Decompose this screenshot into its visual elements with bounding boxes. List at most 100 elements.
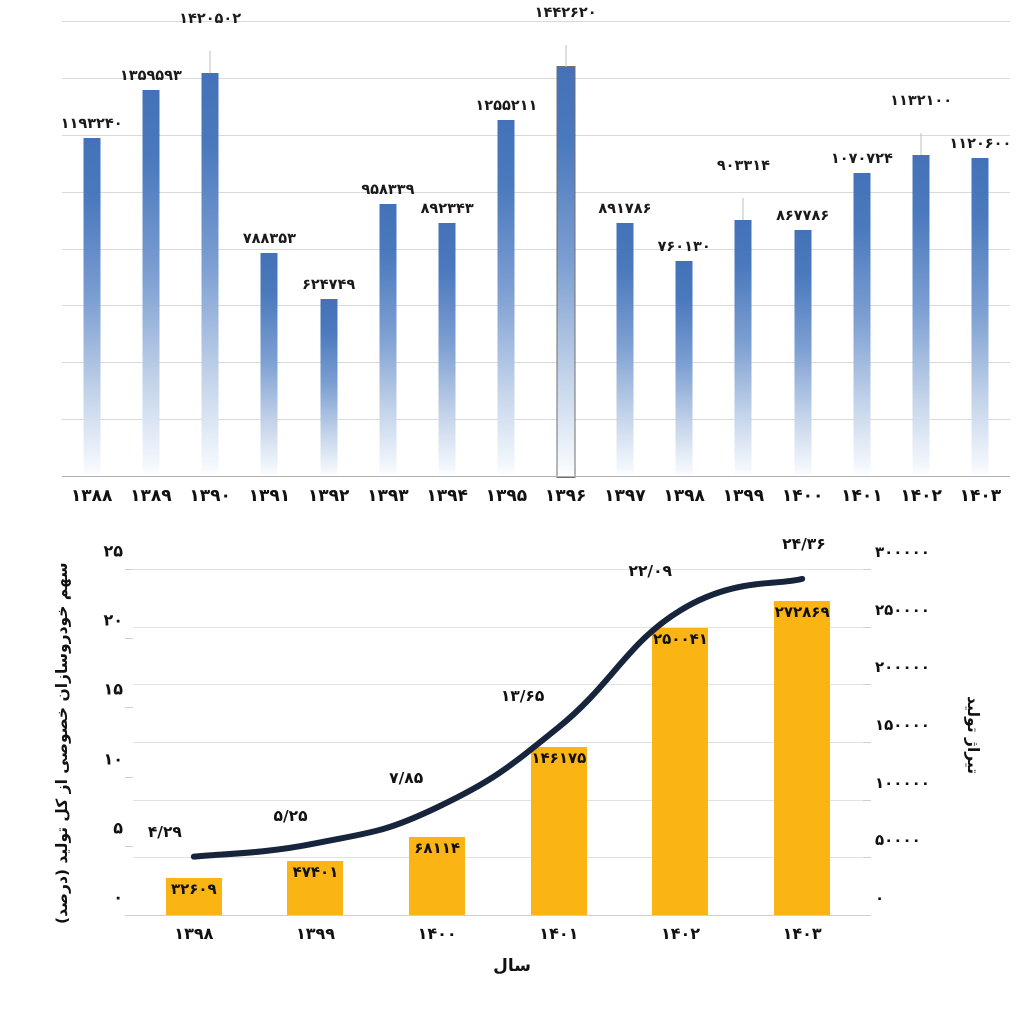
bottom-chart-private-automakers: سهم خودروسازان خصوصی از کل تولید (درصد) … [0,535,1024,1024]
bottom-chart-x-axis-title: سال [493,956,531,976]
bar-column[interactable]: ۹۰۳۳۱۴ [714,22,773,477]
left-axis-tick-label: ۲۵ [103,541,123,561]
bar-value-label: ۱۴۲۰۵۰۲ [179,11,242,28]
bar[interactable] [287,861,344,916]
right-axis-tick-label: ۳۰۰۰۰۰ [875,543,930,561]
gridline [133,857,863,859]
bar[interactable] [320,299,338,477]
bottom-chart-line-series [190,575,806,860]
bar-column[interactable]: ۱۴۴۲۶۲۰ [535,5,597,479]
bar-column[interactable]: ۱۴۲۰۵۰۲ [179,11,241,477]
bar-column[interactable]: ۷۸۸۳۵۳ [240,22,299,477]
bar[interactable] [853,172,871,477]
bar-value-label: ۱۱۹۳۲۴۰ [60,115,123,132]
right-axis-tick-label: ۲۵۰۰۰۰ [875,600,930,619]
bar[interactable] [530,747,587,916]
x-axis-label: ۱۳۹۹ [295,924,336,943]
bar-value-label: ۸۹۱۷۸۶ [598,201,652,218]
x-axis-label: ۱۴۰۳ [782,924,822,943]
bar[interactable] [774,601,831,916]
right-axis-tick-label: ۵۰۰۰۰ [875,831,921,850]
bar-column[interactable]: ۲۵۰۰۴۱ [620,570,742,916]
bar-column[interactable]: ۸۹۱۷۸۶ [595,22,654,477]
bar-column[interactable]: ۱۳۵۹۵۹۳ [120,22,182,477]
right-axis-tick [863,857,871,859]
bar[interactable] [142,90,160,477]
left-axis-tick [125,569,133,570]
bar[interactable] [734,220,752,477]
bar-column[interactable]: ۱۰۷۰۷۲۴ [831,22,893,477]
bar-column[interactable]: ۹۵۸۳۳۹ [358,22,417,477]
bar-column[interactable]: ۳۲۶۰۹ [133,570,255,916]
bar[interactable] [409,837,466,916]
line-value-label: ۵/۲۵ [273,807,308,826]
right-axis-tick [863,742,871,743]
right-axis-tick-label: ۱۰۰۰۰۰ [875,773,930,792]
label-leader-line [920,133,922,156]
x-axis-label: ۱۴۰۳ [959,486,1002,506]
bar-value-label: ۳۲۶۰۹ [170,880,217,899]
left-axis-tick [125,638,133,640]
bar[interactable] [556,65,576,479]
bar-value-label: ۸۹۲۳۴۳ [420,201,474,218]
gridline [133,684,863,686]
bar[interactable] [616,223,634,477]
right-axis-tick-label: ۱۵۰۰۰۰ [875,716,930,734]
bar[interactable] [201,73,219,477]
top-chart-baseline [62,475,1010,477]
x-axis-label: ۱۴۰۰ [417,924,457,943]
gridline [133,742,863,743]
bar-column[interactable]: ۸۶۷۷۸۶ [773,22,832,477]
bar-value-label: ۱۴۶۱۷۵ [531,749,587,768]
bar-column[interactable]: ۱۴۶۱۷۵ [498,570,620,916]
left-axis-tick-label: ۲۰ [103,610,123,630]
bar-column[interactable]: ۸۹۲۳۴۳ [418,22,477,477]
bar[interactable] [260,252,278,477]
gridline [133,799,863,801]
bottom-chart-baseline [133,914,863,916]
bar[interactable] [438,223,456,477]
x-axis-label: ۱۴۰۲ [900,486,942,506]
x-axis-label: ۱۳۹۵ [485,486,528,506]
gridline [62,248,1010,250]
bar-value-label: ۶۲۴۷۴۹ [302,277,356,294]
line-value-label: ۲۴/۳۶ [782,534,826,553]
bottom-chart-plot-area: ۰ ۵ ۱۰ ۱۵ ۲۰ ۲۵ ۰ ۵۰۰۰۰ ۱۰۰۰۰۰ ۱۵۰۰۰۰ ۲۰۰۰۰۰ ۲۵۰۰۰… [103,535,930,916]
bar[interactable] [379,204,397,477]
bar-column[interactable]: ۱۲۵۵۲۱۱ [475,22,538,477]
bar-column[interactable]: ۱۱۲۰۶۰۰ [949,22,1012,477]
bar[interactable] [165,878,222,916]
line-value-label: ۱۳/۶۵ [500,687,545,706]
bar-column[interactable]: ۲۷۲۸۶۹ [741,570,863,916]
label-leader-line [565,44,567,67]
bar[interactable] [497,120,515,477]
x-axis-label: ۱۳۹۳ [367,486,409,506]
x-axis-label: ۱۳۹۸ [663,486,705,506]
bar-value-label: ۷۸۸۳۵۳ [242,230,296,247]
bar-value-label: ۲۵۰۰۴۱ [653,629,708,648]
bottom-chart-x-axis-labels: ۱۳۹۸ ۱۳۹۹ ۱۴۰۰ ۱۴۰۱ ۱۴۰۲ ۱۴۰۳ [133,922,863,952]
gridline [62,305,1010,307]
bar-column[interactable]: ۱۱۳۲۱۰۰ [890,22,953,477]
bar-column[interactable]: ۱۱۹۳۲۴۰ [60,22,123,477]
bar-column[interactable]: ۷۶۰۱۳۰ [655,22,714,477]
bar[interactable] [652,627,709,916]
line-value-label: ۴/۲۹ [147,822,182,841]
bar-column[interactable]: ۶۲۴۷۴۹ [299,22,358,477]
bar-value-label: ۱۱۳۲۱۰۰ [890,93,953,110]
x-axis-label: ۱۴۰۱ [539,924,579,943]
bar[interactable] [83,137,101,477]
bar-column[interactable]: ۴۷۴۰۱ [255,570,377,916]
bar-column[interactable]: ۶۸۱۱۴ [376,570,498,916]
line-path [190,575,806,860]
bar[interactable] [971,158,989,477]
bar-value-label: ۶۸۱۱۴ [414,839,461,858]
bar[interactable] [912,155,930,477]
bar[interactable] [794,230,812,477]
x-axis-label: ۱۴۰۱ [841,486,883,506]
label-leader-line [209,51,211,74]
x-axis-label: ۱۳۹۹ [722,486,765,506]
bar[interactable] [675,260,693,477]
gridline [62,77,1010,79]
x-axis-label: ۱۳۹۶ [544,486,587,506]
